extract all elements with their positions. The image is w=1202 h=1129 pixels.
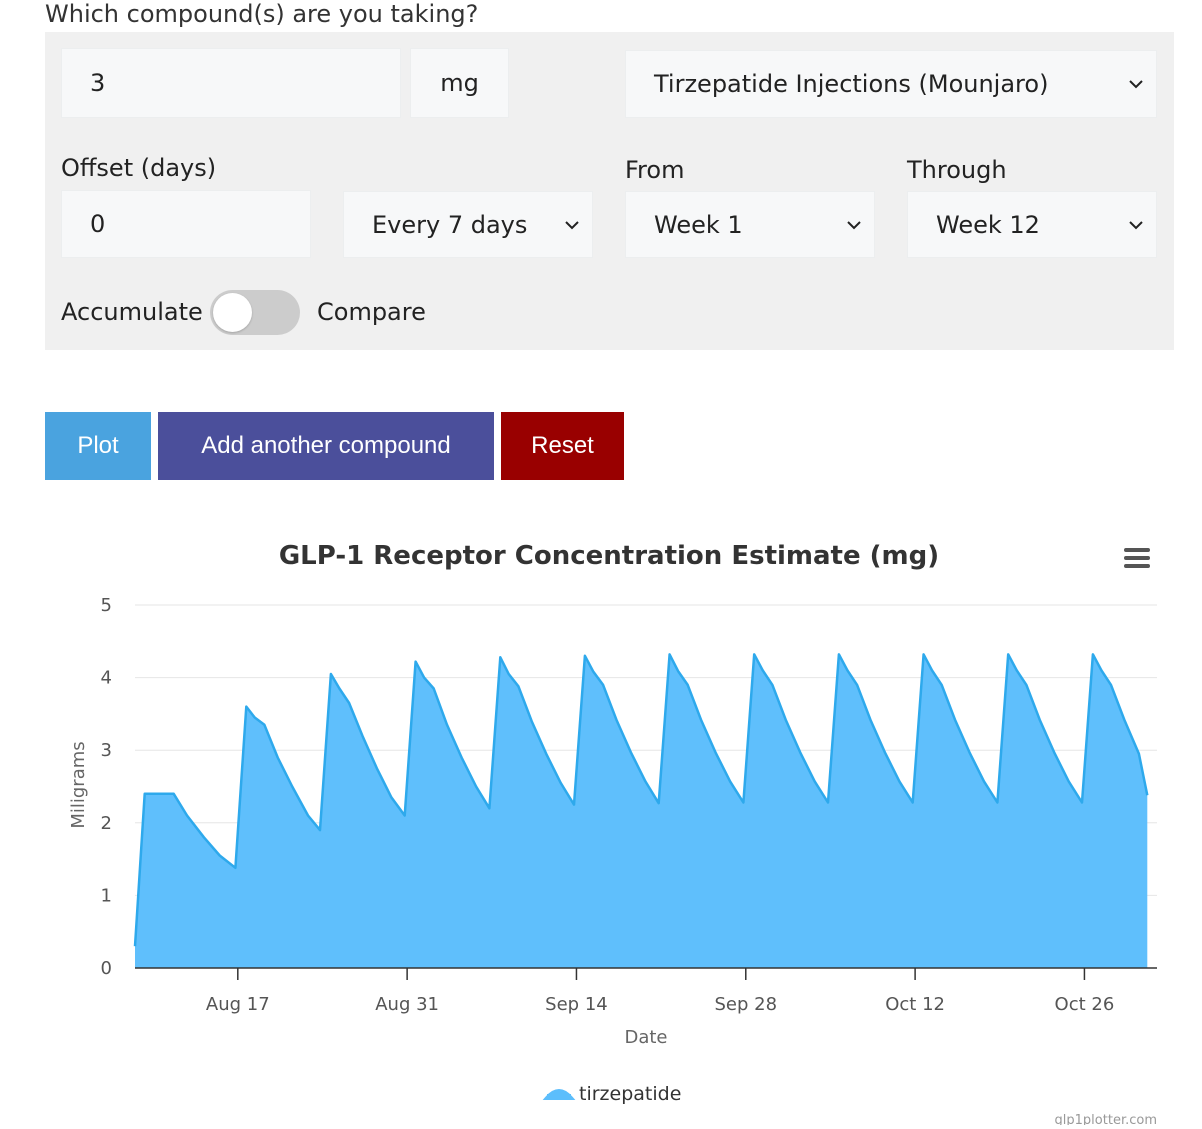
chevron-down-icon xyxy=(565,220,579,229)
y-tick-label: 5 xyxy=(101,595,112,616)
x-tick-label: Aug 17 xyxy=(206,994,270,1015)
offset-value: 0 xyxy=(90,210,106,238)
y-tick-label: 1 xyxy=(101,885,112,906)
through-label: Through xyxy=(907,156,1007,184)
chevron-down-icon xyxy=(1129,220,1143,229)
y-tick-label: 4 xyxy=(101,668,112,689)
compound-question: Which compound(s) are you taking? xyxy=(45,0,479,28)
reset-button[interactable]: Reset xyxy=(501,412,624,480)
toggle-knob xyxy=(213,293,252,332)
credit-text: glp1plotter.com xyxy=(1055,1113,1157,1125)
chevron-down-icon xyxy=(847,220,861,229)
dose-unit: mg xyxy=(410,48,509,118)
compound-select[interactable]: Tirzepatide Injections (Mounjaro) xyxy=(625,50,1157,118)
through-select[interactable]: Week 12 xyxy=(907,191,1157,258)
legend-label-tirzepatide: tirzepatide xyxy=(579,1083,681,1105)
series-area-tirzepatide xyxy=(135,654,1148,968)
concentration-chart: GLP-1 Receptor Concentration Estimate (m… xyxy=(68,541,1157,1128)
y-tick-label: 3 xyxy=(101,740,112,761)
x-tick-label: Aug 31 xyxy=(375,994,439,1015)
accumulate-compare-toggle[interactable] xyxy=(210,290,300,335)
x-tick-label: Sep 14 xyxy=(545,994,608,1015)
from-label: From xyxy=(625,156,685,184)
x-axis-ticks: Aug 17 Aug 31 Sep 14 Sep 28 Oct 12 Oct 26 xyxy=(206,968,1114,1015)
x-tick-label: Oct 26 xyxy=(1055,994,1115,1015)
y-axis-label: Miligrams xyxy=(68,741,89,828)
chart-container: GLP-1 Receptor Concentration Estimate (m… xyxy=(0,500,1202,1128)
offset-input[interactable]: 0 xyxy=(61,190,311,258)
chart-menu-icon[interactable] xyxy=(1124,548,1150,568)
accumulate-label: Accumulate xyxy=(61,298,203,326)
frequency-select[interactable]: Every 7 days xyxy=(343,191,593,258)
x-tick-label: Oct 12 xyxy=(885,994,945,1015)
from-select[interactable]: Week 1 xyxy=(625,191,875,258)
legend[interactable]: tirzepatide xyxy=(542,1083,681,1105)
dose-unit-label: mg xyxy=(440,69,479,97)
legend-series-icon xyxy=(542,1089,576,1100)
through-selected: Week 12 xyxy=(936,210,1040,239)
compound-panel: 3 mg Tirzepatide Injections (Mounjaro) O… xyxy=(45,32,1174,350)
y-tick-label: 0 xyxy=(101,958,112,979)
x-axis-label: Date xyxy=(624,1027,667,1048)
dose-input[interactable]: 3 xyxy=(61,48,401,118)
y-axis-ticks: 0 1 2 3 4 5 xyxy=(101,595,112,979)
add-compound-button[interactable]: Add another compound xyxy=(158,412,494,480)
compound-selected: Tirzepatide Injections (Mounjaro) xyxy=(654,70,1049,98)
y-tick-label: 2 xyxy=(101,813,112,834)
frequency-selected: Every 7 days xyxy=(372,210,528,239)
from-selected: Week 1 xyxy=(654,210,743,239)
offset-label: Offset (days) xyxy=(61,154,217,182)
chevron-down-icon xyxy=(1129,80,1143,89)
dose-value: 3 xyxy=(90,69,106,97)
chart-title: GLP-1 Receptor Concentration Estimate (m… xyxy=(279,541,939,571)
compare-label: Compare xyxy=(317,298,426,326)
plot-button[interactable]: Plot xyxy=(45,412,151,480)
series-line-tirzepatide xyxy=(133,653,1149,947)
x-tick-label: Sep 28 xyxy=(714,994,777,1015)
